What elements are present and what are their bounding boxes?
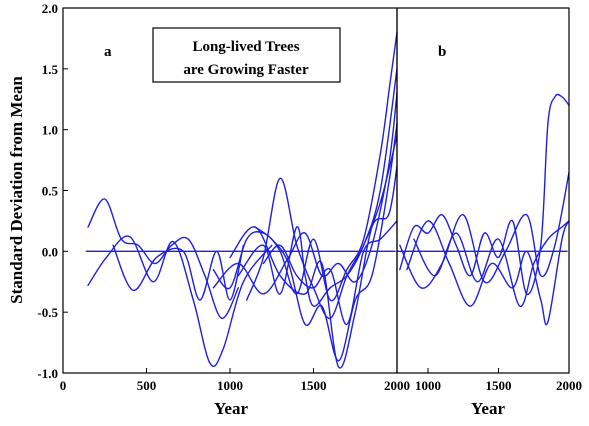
panel-a-y-tick-label-4: 0.5: [42, 184, 59, 199]
panel-a-series-line-10: [262, 220, 398, 326]
annotation-line-1: Long-lived Trees: [192, 39, 299, 55]
panel-b-x-ticks: 1000 1500 2000: [415, 368, 582, 393]
annotation-box: [152, 27, 341, 83]
panel-a-letter: a: [104, 44, 112, 60]
panel-a-x-tick-label-4: 1500: [301, 378, 327, 393]
panel-a-y-tick-label-7: 2.0: [42, 1, 58, 16]
panel-a-x-ticks: 0 500 1000 1500 2000: [60, 368, 410, 393]
panel-b-series-line-2: [399, 171, 570, 289]
panel-a-series-line-9: [229, 165, 398, 369]
panel-a-series-line-2: [87, 235, 273, 368]
panel-a-y-tick-label-1: -1.0: [37, 366, 58, 381]
panel-a-series-line-1: [87, 198, 239, 319]
panel-a-series-line-7: [254, 122, 398, 362]
panel-a-series-line-8: [246, 135, 398, 320]
panel-a-y-tick-label-6: 1.5: [42, 62, 59, 77]
panel-a-series-line-5: [237, 68, 398, 307]
panel-b-x-axis-title: Year: [471, 399, 505, 418]
panel-a-series: [87, 31, 398, 369]
panel-b: 1000 1500 2000 b Year: [396, 7, 582, 418]
panel-a-x-tick-label-1: 0: [60, 378, 67, 393]
panel-b-x-tick-label-3: 2000: [556, 378, 582, 393]
panel-a-x-tick-label-5: 2000: [384, 378, 410, 393]
panel-b-series-line-4: [413, 220, 570, 307]
panel-a-x-axis-title: Year: [214, 399, 248, 418]
panel-a: 0 500 1000 1500 2000 -1.0 -0.5 0.0 0.5 1.0 1.5 2.0…: [37, 1, 410, 418]
panel-a-series-line-4: [212, 31, 398, 302]
panel-a-y-tick-label-3: 0.0: [42, 244, 58, 259]
y-axis-title: Standard Deviation from Mean: [7, 76, 26, 304]
panel-b-series: [399, 93, 570, 326]
panel-a-series-line-3: [112, 244, 245, 301]
panel-b-x-tick-label-2: 1500: [486, 378, 512, 393]
panel-a-y-tick-label-2: -0.5: [37, 305, 58, 320]
panel-b-frame: [396, 7, 570, 374]
panel-a-x-tick-label-2: 500: [137, 378, 157, 393]
panel-a-x-tick-label-3: 1000: [217, 378, 243, 393]
panel-a-y-ticks: -1.0 -0.5 0.0 0.5 1.0 1.5 2.0: [37, 1, 68, 381]
annotation-line-2: are Growing Faster: [183, 62, 309, 78]
panel-b-x-tick-label-1: 1000: [415, 378, 441, 393]
panel-a-y-tick-label-5: 1.0: [42, 123, 58, 138]
panel-b-letter: b: [438, 44, 446, 60]
